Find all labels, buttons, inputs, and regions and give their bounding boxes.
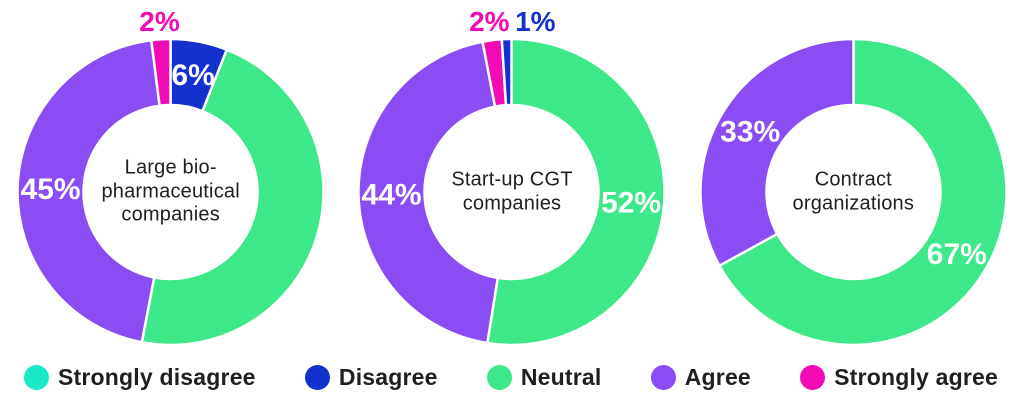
slice-value-label: 33% — [720, 116, 780, 149]
chart-title: Start-up CGT companies — [451, 168, 573, 214]
disagree-swatch-icon — [304, 364, 330, 390]
legend-item-agree: Agree — [650, 363, 751, 391]
donut-slice-neutral — [486, 37, 667, 347]
legend-item-disagree: Disagree — [304, 363, 438, 391]
neutral-swatch-icon — [486, 364, 512, 390]
legend-item-strongly-agree: Strongly agree — [800, 364, 998, 391]
slice-value-label: 67% — [926, 238, 986, 271]
legend-item-strongly-disagree: Strongly disagree — [24, 364, 256, 391]
slice-value-label: 44% — [362, 179, 422, 212]
charts-row: 6% 45% 2% Large bio- pharmaceutical compan… — [0, 0, 1024, 356]
donut-chart-contract-orgs: 67% 33% Contract organizations — [683, 0, 1024, 356]
agree-swatch-icon — [650, 364, 676, 390]
donut-slice-agree — [698, 37, 855, 268]
donut-slice-disagree — [500, 37, 514, 107]
slice-callout-label: 2% — [139, 6, 180, 37]
donut-rings: 6% 45% 2% — [16, 6, 325, 347]
donut-slice-agree — [357, 40, 500, 345]
legend-label: Agree — [684, 363, 751, 390]
donut-chart-startup-cgt: 52% 44% 2% 1% Start-up CGT companies — [341, 0, 682, 356]
slice-value-label: 52% — [601, 186, 661, 219]
donut-slice-agree — [16, 38, 161, 344]
strongly-disagree-swatch-icon — [24, 364, 49, 390]
donut-rings: 52% 44% 2% 1% — [357, 6, 667, 347]
legend-label: Neutral — [520, 363, 602, 390]
donut-slice-strongly-agree — [149, 37, 172, 108]
slice-value-label: 45% — [21, 173, 81, 206]
strongly-agree-swatch-icon — [800, 364, 826, 390]
slice-callout-label: 2% — [469, 6, 510, 37]
slice-callout-label: 1% — [515, 6, 556, 37]
donut-slice-neutral — [140, 48, 325, 347]
chart-title: Large bio- pharmaceutical companies — [101, 156, 240, 226]
slice-value-label: 6% — [171, 59, 214, 92]
legend-label: Disagree — [338, 363, 438, 390]
donut-slice-neutral — [717, 37, 1008, 347]
legend-label: Strongly agree — [834, 363, 998, 390]
legend-label: Strongly disagree — [58, 363, 256, 390]
donut-chart-large-biopharma: 6% 45% 2% Large bio- pharmaceutical compan… — [0, 0, 341, 356]
legend: Strongly disagree Disagree Neutral Agree… — [0, 356, 1024, 398]
legend-item-neutral: Neutral — [486, 363, 602, 391]
chart-title: Contract organizations — [792, 168, 915, 214]
donut-rings: 67% 33% — [698, 37, 1008, 347]
